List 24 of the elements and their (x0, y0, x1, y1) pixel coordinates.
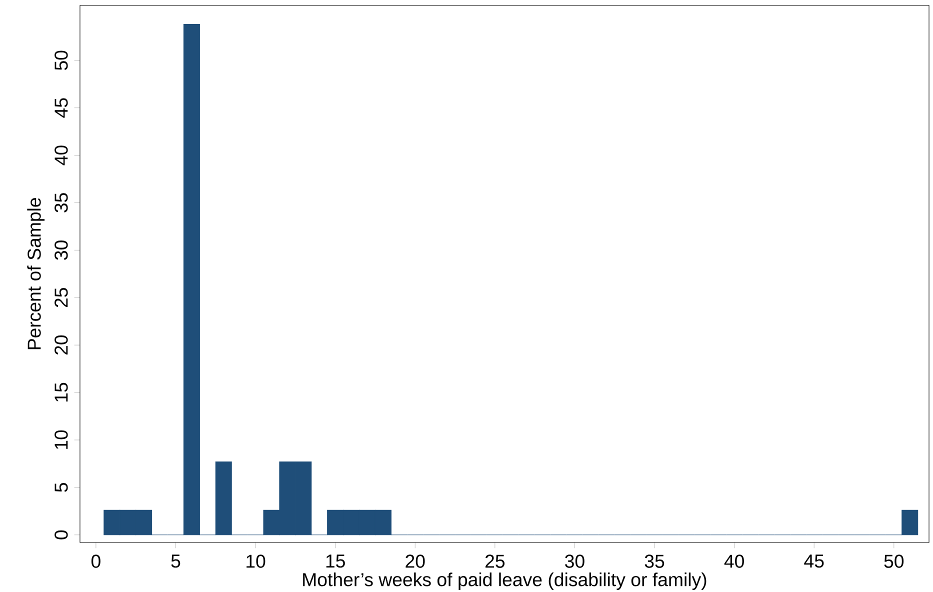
x-tick-label: 10 (246, 554, 266, 568)
x-tick-label: 30 (565, 554, 584, 568)
y-tick-label: 40 (54, 146, 68, 166)
x-tick-label: 50 (884, 554, 904, 568)
x-tick-label: 5 (171, 554, 180, 568)
x-tick-label: 15 (326, 554, 345, 568)
y-tick-label: 15 (54, 383, 68, 402)
x-tick-label: 35 (644, 554, 664, 568)
y-tick-label: 0 (54, 530, 68, 540)
y-axis-title: Percent of Sample (27, 198, 45, 350)
y-tick-label: 30 (54, 240, 68, 260)
y-tick-label: 20 (54, 336, 68, 355)
y-tick-label: 5 (54, 483, 68, 492)
x-tick-label: 20 (406, 554, 425, 568)
x-tick-label: 40 (724, 554, 744, 568)
x-tick-label: 45 (804, 554, 824, 568)
x-axis-title: Mother’s weeks of paid leave (disability or family) (303, 572, 706, 590)
y-tick-label: 25 (54, 288, 68, 308)
y-tick-label: 45 (54, 98, 68, 118)
y-tick-label: 50 (54, 50, 68, 70)
x-tick-label: 25 (485, 554, 505, 568)
y-tick-label: 35 (54, 193, 68, 212)
x-tick-label: 0 (91, 554, 100, 568)
y-tick-label: 10 (54, 430, 68, 450)
